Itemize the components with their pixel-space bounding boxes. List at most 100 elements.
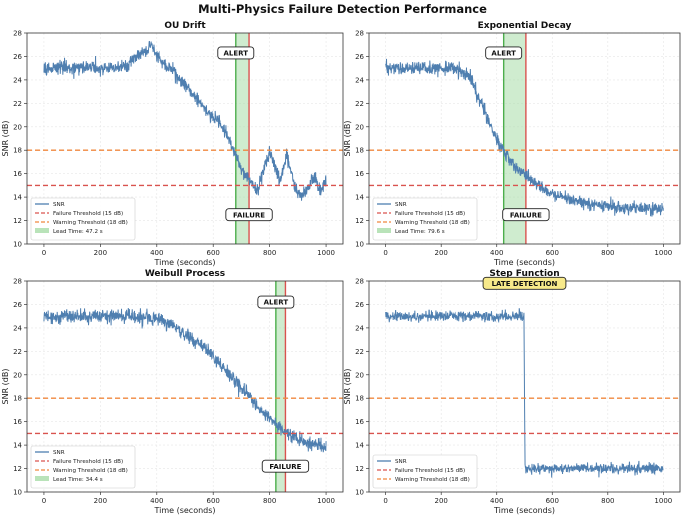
x-tick-label: 400 (150, 249, 163, 257)
annotation-box (257, 295, 295, 309)
annotation-label: FAILURE (233, 211, 265, 219)
x-tick-label: 1000 (317, 249, 335, 257)
y-tick-label: 16 (13, 418, 22, 426)
y-tick-label: 24 (355, 76, 364, 84)
x-tick-label: 600 (207, 497, 220, 505)
legend-label: SNR (53, 450, 65, 456)
x-axis-label: Time (seconds) (153, 506, 215, 515)
x-tick-label: 800 (601, 497, 614, 505)
x-axis-label: Time (seconds) (153, 258, 215, 267)
legend-label: Failure Threshold (15 dB) (395, 211, 465, 217)
y-tick-label: 22 (13, 348, 22, 356)
legend-label: SNR (53, 202, 65, 208)
annotation-box (482, 276, 567, 290)
y-axis-label: SNR (dB) (343, 369, 352, 405)
x-tick-label: 200 (435, 249, 448, 257)
annotation-box (225, 208, 273, 222)
x-tick-label: 1000 (654, 497, 672, 505)
figure-title: Multi-Physics Failure Detection Performa… (198, 2, 487, 16)
chart-title: Weibull Process (145, 269, 225, 279)
y-tick-label: 16 (13, 170, 22, 178)
annotation-box (502, 208, 550, 222)
y-tick-label: 18 (13, 395, 22, 403)
x-axis-label: Time (seconds) (493, 258, 555, 267)
annotation-label: FAILURE (510, 211, 542, 219)
y-axis-label: SNR (dB) (1, 121, 10, 157)
x-tick-label: 400 (490, 497, 503, 505)
y-tick-label: 26 (355, 301, 364, 309)
legend-label: Lead Time: 34.4 s (53, 477, 103, 483)
y-tick-label: 14 (13, 194, 22, 202)
x-tick-label: 200 (435, 497, 448, 505)
lead-time-region (503, 33, 526, 244)
legend-label: Warning Threshold (18 dB) (395, 477, 470, 483)
plot-frame (26, 280, 344, 493)
legend: SNR Failure Threshold (15 dB) Warning Thre… (30, 445, 136, 489)
legend-label: SNR (395, 202, 407, 208)
y-tick-label: 12 (13, 465, 22, 473)
y-tick-label: 10 (13, 489, 22, 497)
plot-frame (368, 32, 681, 245)
legend: SNR Failure Threshold (15 dB) Warning Thre… (372, 454, 478, 489)
y-tick-label: 12 (355, 465, 364, 473)
annotation-box (217, 46, 255, 60)
y-tick-label: 22 (355, 100, 364, 108)
legend-swatch (35, 476, 49, 481)
legend-label: Lead Time: 79.6 s (395, 229, 445, 235)
y-tick-label: 14 (355, 194, 364, 202)
x-tick-label: 800 (263, 497, 276, 505)
x-tick-label: 800 (601, 249, 614, 257)
annotation-label: ALERT (224, 50, 249, 58)
y-tick-label: 28 (13, 30, 22, 38)
y-tick-label: 26 (355, 53, 364, 61)
x-tick-label: 400 (150, 497, 163, 505)
y-tick-label: 26 (13, 301, 22, 309)
annotation-box (261, 459, 310, 473)
chart-title: OU Drift (164, 21, 206, 31)
plot-frame (26, 32, 344, 245)
y-tick-label: 18 (13, 147, 22, 155)
x-tick-label: 200 (94, 497, 107, 505)
legend-label: Lead Time: 47.2 s (53, 229, 103, 235)
annotation-label: LATE DETECTION (492, 280, 558, 288)
legend: SNR Failure Threshold (15 dB) Warning Thre… (372, 197, 478, 241)
lead-time-region (275, 281, 286, 492)
chart-weibull-process: 0 200 400 600 800 1000 10 12 14 16 18 20 22 24 26 28 Wei… (1, 269, 344, 515)
x-tick-label: 400 (490, 249, 503, 257)
y-tick-label: 24 (13, 76, 22, 84)
legend-label: SNR (395, 459, 407, 465)
legend-label: Warning Threshold (18 dB) (395, 220, 470, 226)
y-tick-label: 24 (355, 324, 364, 332)
chart-ou-drift: 0 200 400 600 800 1000 10 12 14 16 18 20 22 24 26 28 OU … (1, 21, 344, 267)
legend-swatch (377, 228, 391, 233)
y-tick-label: 10 (13, 241, 22, 249)
chart-title: Step Function (489, 269, 559, 279)
y-tick-label: 28 (355, 278, 364, 286)
y-tick-label: 14 (355, 442, 364, 450)
y-tick-label: 14 (13, 442, 22, 450)
y-tick-label: 10 (355, 489, 364, 497)
y-tick-label: 16 (355, 418, 364, 426)
legend-swatch (35, 228, 49, 233)
y-tick-label: 20 (355, 123, 364, 131)
x-tick-label: 600 (546, 249, 559, 257)
x-tick-label: 0 (383, 249, 387, 257)
chart-title: Exponential Decay (478, 21, 572, 31)
y-tick-label: 12 (13, 217, 22, 225)
y-axis-label: SNR (dB) (1, 369, 10, 405)
legend: SNR Failure Threshold (15 dB) Warning Thre… (30, 197, 136, 241)
x-axis-label: Time (seconds) (493, 506, 555, 515)
x-tick-label: 0 (42, 249, 46, 257)
snr-series-line (385, 58, 664, 217)
chart-step-function: 0 200 400 600 800 1000 10 12 14 16 18 20 22 24 26 28 Ste… (343, 269, 681, 515)
x-tick-label: 0 (42, 497, 46, 505)
y-tick-label: 26 (13, 53, 22, 61)
snr-series-line (43, 308, 327, 453)
y-tick-label: 18 (355, 395, 364, 403)
legend-box (30, 445, 136, 489)
x-tick-label: 600 (546, 497, 559, 505)
y-tick-label: 16 (355, 170, 364, 178)
x-tick-label: 1000 (654, 249, 672, 257)
y-tick-label: 28 (13, 278, 22, 286)
